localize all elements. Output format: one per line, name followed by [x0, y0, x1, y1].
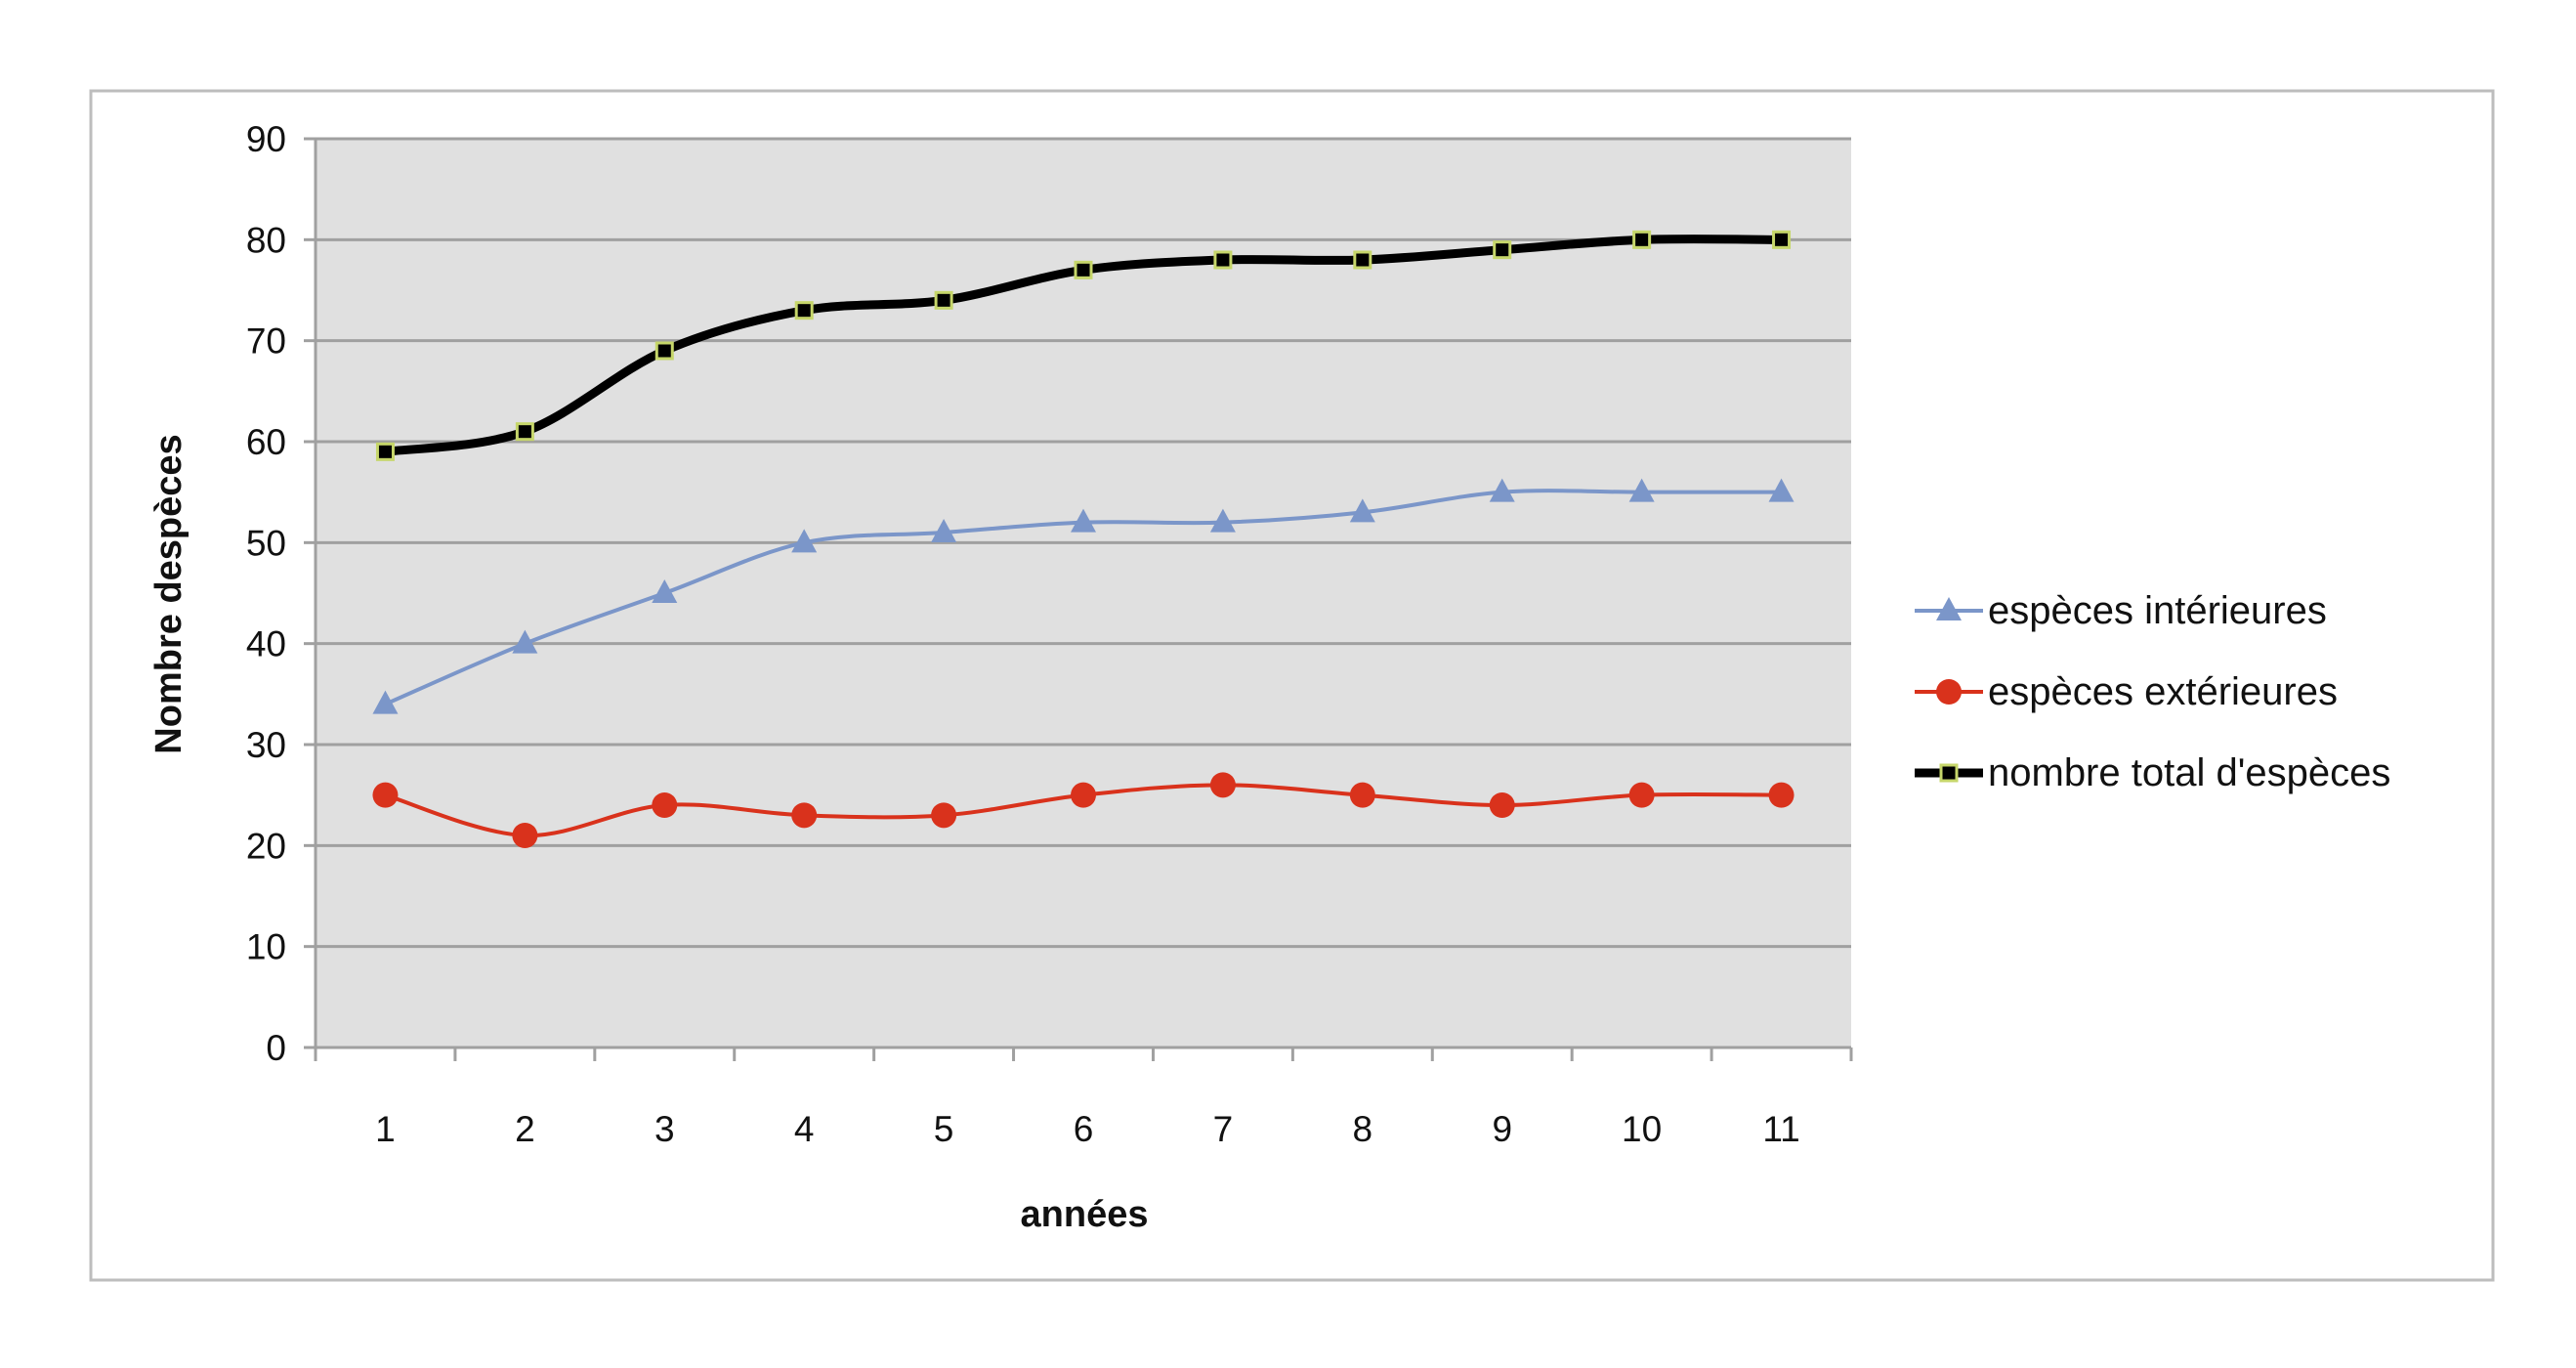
x-tick-label: 3	[655, 1109, 675, 1149]
y-tick-label: 50	[246, 523, 286, 563]
triangle-marker	[1349, 498, 1375, 523]
triangle-marker	[791, 529, 818, 553]
circle-marker	[1936, 679, 1962, 705]
x-axis-title: années	[1021, 1194, 1149, 1235]
circle-marker	[512, 823, 538, 848]
square-marker	[1213, 250, 1233, 270]
circle-marker	[372, 782, 399, 808]
legend-label: espèces intérieures	[1988, 589, 2327, 632]
triangle-marker	[931, 519, 957, 542]
x-tick-label: 2	[515, 1109, 535, 1149]
series-2	[375, 230, 1792, 461]
series-0	[372, 478, 1795, 714]
square-marker	[515, 422, 534, 442]
x-tick-label: 5	[934, 1109, 954, 1149]
triangle-marker	[1768, 478, 1795, 502]
y-axis-title: Nombre despèces	[148, 434, 190, 753]
x-tick-label: 1	[375, 1109, 396, 1149]
triangle-marker	[512, 629, 538, 654]
y-tick-label: 30	[246, 725, 286, 765]
circle-marker	[931, 802, 957, 829]
legend-item: nombre total d'espèces	[1915, 751, 2390, 794]
triangle-marker	[1071, 508, 1096, 533]
x-tick-label: 6	[1074, 1109, 1094, 1149]
circle-marker	[791, 802, 818, 829]
circle-marker	[1071, 782, 1096, 808]
circle-marker	[652, 792, 678, 818]
x-tick-label: 9	[1492, 1109, 1512, 1149]
square-marker	[934, 290, 953, 310]
series-1	[372, 772, 1795, 848]
circle-marker	[1349, 782, 1375, 808]
square-marker	[655, 341, 674, 361]
square-marker	[1632, 230, 1652, 249]
triangle-marker	[372, 690, 399, 714]
legend-label: espèces extérieures	[1988, 670, 2338, 713]
square-marker	[375, 442, 395, 461]
y-tick-label: 10	[246, 927, 286, 967]
y-tick-label: 60	[246, 422, 286, 462]
series-line	[384, 235, 1782, 456]
plot-area	[316, 139, 1851, 1047]
circle-marker	[1489, 792, 1515, 818]
square-marker	[1074, 260, 1093, 279]
x-tick-label: 10	[1622, 1109, 1662, 1149]
triangle-marker	[1489, 478, 1515, 502]
y-tick-label: 90	[246, 119, 286, 159]
y-tick-label: 20	[246, 826, 286, 866]
square-marker	[1939, 763, 1959, 783]
legend-item: espèces extérieures	[1915, 670, 2338, 713]
square-marker	[794, 301, 814, 321]
x-tick-label: 11	[1762, 1109, 1799, 1149]
legend-label: nombre total d'espèces	[1988, 751, 2390, 794]
x-tick-label: 7	[1213, 1109, 1234, 1149]
y-tick-label: 70	[246, 321, 286, 362]
legend-item: espèces intérieures	[1915, 589, 2327, 632]
y-tick-label: 40	[246, 624, 286, 664]
triangle-marker	[1628, 478, 1655, 502]
y-tick-label: 80	[246, 220, 286, 260]
circle-marker	[1768, 782, 1795, 808]
circle-marker	[1628, 782, 1655, 808]
square-marker	[1493, 240, 1512, 260]
circle-marker	[1209, 772, 1236, 798]
square-marker	[1353, 250, 1372, 270]
x-tick-label: 4	[794, 1109, 815, 1149]
triangle-marker	[1209, 508, 1236, 533]
triangle-marker	[1936, 597, 1962, 620]
y-tick-label: 0	[266, 1028, 286, 1068]
square-marker	[1772, 230, 1792, 249]
x-tick-label: 8	[1353, 1109, 1373, 1149]
triangle-marker	[652, 579, 678, 603]
